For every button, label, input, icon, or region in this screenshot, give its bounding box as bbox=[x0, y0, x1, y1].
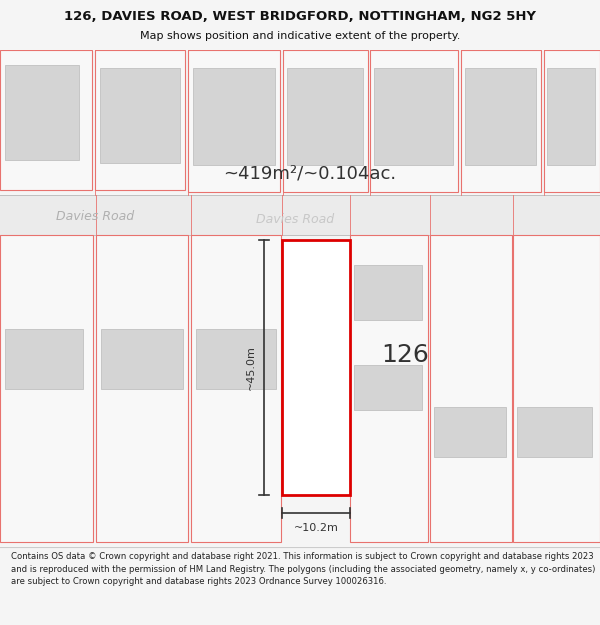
Bar bbox=[96, 235, 188, 542]
Bar bbox=[434, 407, 506, 457]
Bar bbox=[101, 329, 183, 389]
Bar bbox=[100, 68, 180, 163]
Bar bbox=[0, 235, 93, 542]
Bar bbox=[0, 195, 600, 235]
Bar bbox=[513, 235, 600, 542]
Bar bbox=[547, 68, 595, 165]
Text: ~10.2m: ~10.2m bbox=[293, 523, 338, 533]
Bar bbox=[461, 50, 541, 192]
Bar bbox=[354, 365, 422, 410]
Bar bbox=[95, 50, 185, 190]
Bar bbox=[5, 65, 79, 160]
Bar bbox=[0, 50, 92, 190]
Bar bbox=[287, 68, 363, 165]
Bar bbox=[5, 329, 83, 389]
Text: ~419m²/~0.104ac.: ~419m²/~0.104ac. bbox=[223, 165, 397, 183]
Bar bbox=[196, 329, 276, 389]
Bar bbox=[193, 68, 275, 165]
Bar bbox=[544, 50, 600, 192]
Bar bbox=[374, 68, 453, 165]
Bar bbox=[370, 50, 458, 192]
Bar bbox=[350, 235, 428, 542]
Bar bbox=[465, 68, 536, 165]
Bar bbox=[191, 235, 281, 542]
Bar bbox=[282, 240, 350, 495]
Text: Contains OS data © Crown copyright and database right 2021. This information is : Contains OS data © Crown copyright and d… bbox=[11, 552, 595, 586]
Bar bbox=[188, 50, 280, 192]
Text: 126, DAVIES ROAD, WEST BRIDGFORD, NOTTINGHAM, NG2 5HY: 126, DAVIES ROAD, WEST BRIDGFORD, NOTTIN… bbox=[64, 10, 536, 23]
Bar bbox=[354, 265, 422, 320]
Text: 126: 126 bbox=[381, 342, 429, 367]
Text: Davies Road: Davies Road bbox=[56, 211, 134, 224]
Bar bbox=[430, 235, 512, 542]
Text: Davies Road: Davies Road bbox=[256, 213, 334, 226]
Text: ~45.0m: ~45.0m bbox=[246, 345, 256, 390]
Bar bbox=[283, 50, 368, 192]
Text: Map shows position and indicative extent of the property.: Map shows position and indicative extent… bbox=[140, 31, 460, 41]
Bar bbox=[517, 407, 592, 457]
